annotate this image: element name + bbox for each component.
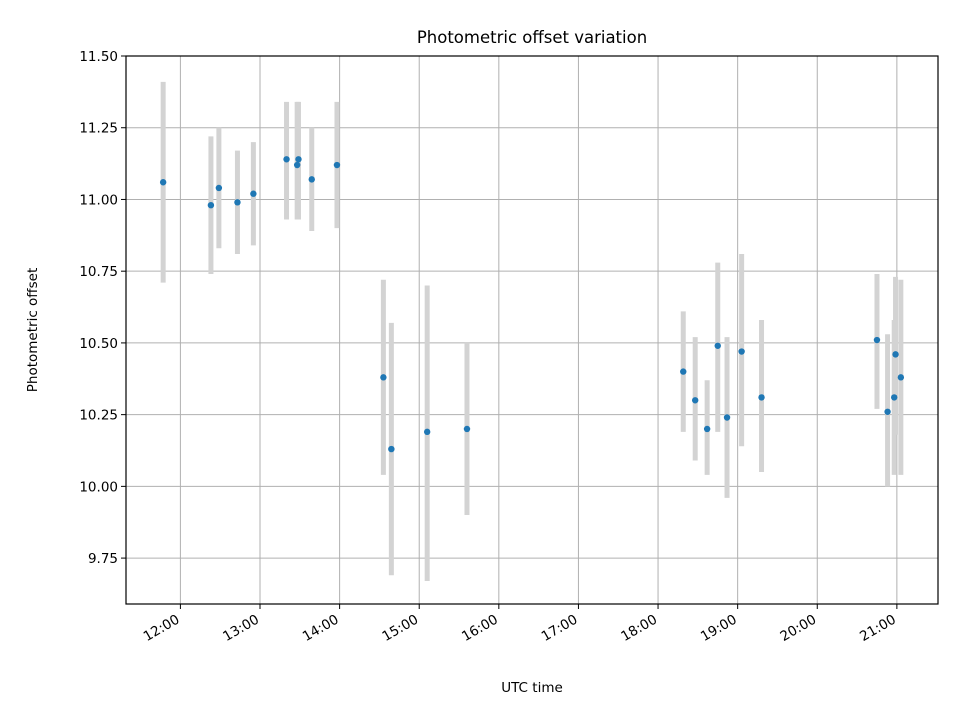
data-point — [388, 445, 395, 453]
data-point — [892, 351, 899, 358]
grid-lines — [126, 55, 938, 604]
x-tick-label: 18:00 — [618, 612, 660, 645]
x-tick-label: 20:00 — [778, 612, 820, 645]
data-points — [159, 156, 905, 453]
error-bars — [160, 81, 904, 582]
data-point — [380, 374, 387, 381]
x-tick-label: 12:00 — [141, 612, 183, 645]
data-point — [703, 425, 711, 433]
data-point — [758, 394, 765, 401]
data-point — [423, 428, 431, 436]
data-point — [207, 201, 215, 209]
y-tick-label: 10.50 — [79, 336, 118, 352]
data-point — [283, 156, 290, 163]
y-tick-label: 11.25 — [79, 121, 118, 137]
data-point — [691, 397, 699, 404]
y-tick-label: 11.00 — [79, 192, 118, 208]
data-point — [308, 176, 315, 183]
data-point — [891, 394, 898, 401]
y-tick-label: 10.25 — [79, 408, 118, 424]
data-point — [463, 425, 471, 433]
data-point — [714, 342, 721, 349]
x-tick-label: 15:00 — [380, 612, 422, 645]
data-point — [680, 368, 687, 375]
plot-frame — [125, 55, 939, 605]
data-point — [897, 374, 905, 381]
x-tick-label: 21:00 — [857, 612, 899, 645]
x-tick-label: 13:00 — [220, 612, 262, 645]
data-point — [723, 414, 731, 421]
x-axis-ticks: 12:00 13:00 14:00 15:00 16:00 17:00 18:00 19:00… — [141, 604, 899, 645]
data-point — [738, 348, 745, 355]
data-point — [884, 408, 891, 415]
y-tick-label: 10.00 — [79, 479, 118, 495]
x-tick-label: 17:00 — [539, 612, 581, 645]
x-axis-label: UTC time — [501, 680, 563, 696]
y-axis-ticks: 9.75 10.00 10.25 10.50 10.75 11.00 11.25 11.50 — [79, 49, 126, 567]
y-tick-label: 11.50 — [79, 49, 118, 65]
data-point — [293, 161, 301, 169]
x-tick-label: 14:00 — [300, 612, 342, 645]
data-point — [215, 184, 223, 192]
data-point — [333, 161, 341, 169]
data-point — [234, 199, 241, 206]
x-tick-label: 16:00 — [459, 612, 501, 645]
data-point — [295, 156, 302, 163]
y-tick-label: 9.75 — [88, 551, 118, 567]
x-tick-label: 19:00 — [698, 612, 740, 645]
data-point — [159, 179, 167, 186]
data-point — [250, 190, 257, 197]
y-axis-label: Photometric offset — [25, 268, 41, 392]
y-tick-label: 10.75 — [79, 264, 118, 280]
chart-title: Photometric offset variation — [417, 28, 647, 47]
data-point — [873, 336, 881, 344]
